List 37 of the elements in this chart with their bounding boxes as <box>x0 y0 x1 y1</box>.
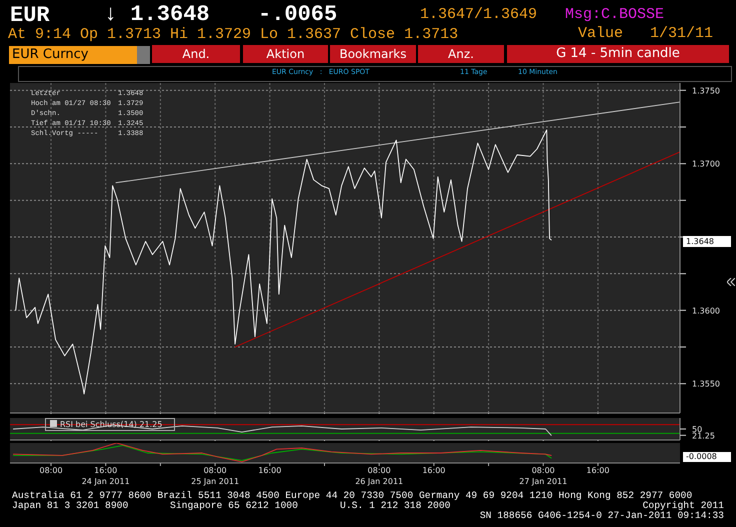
x-tick-label: 16:00 24 Jan 2011 <box>82 466 130 486</box>
y-tick-label: 50 <box>692 425 702 434</box>
y-tick-label: 1.3550 <box>692 380 720 389</box>
y-tick-label: 1.3750 <box>692 86 720 96</box>
text: 1.3648 <box>683 236 731 247</box>
text: Anz. <box>418 45 504 63</box>
line-series <box>15 129 552 394</box>
x-tick-label: 08:00 26 Jan 2011 <box>355 466 404 486</box>
chart-title: EUR <box>10 3 50 28</box>
x-tick-label: 16:00 <box>422 466 446 475</box>
y-tick-label: 21.25 <box>692 431 715 440</box>
text: ↓ 1.3648 <box>104 2 210 27</box>
text: And. <box>152 45 240 63</box>
text: U.S. 1 212 318 2000 <box>340 500 450 512</box>
text: Aktion <box>243 45 328 63</box>
y-tick-label: 1.3600 <box>692 306 720 316</box>
text: Copyright 2011 <box>642 500 724 512</box>
text: Australia 61 2 9777 8600 Brazil 5511 3048 4500 Europe 44 20 7330 7500 Germany 49 69 9204 1210 Hong Kong 852 2977 6000 <box>12 490 692 501</box>
text: Japan 81 3 3201 8900 <box>12 500 128 512</box>
text: 1/31/11 <box>650 25 714 42</box>
x-tick-label: 08:00 27 Jan 2011 <box>519 466 568 486</box>
text: Msg:C.BOSSE <box>565 6 664 24</box>
x-tick-label: 08:00 25 Jan 2011 <box>191 466 240 486</box>
x-tick-label: 16:00 <box>586 466 610 475</box>
text: -.0065 <box>258 2 338 28</box>
text: 1.3647/1.3649 <box>420 6 538 24</box>
text: -0.0008 <box>683 452 731 462</box>
text: Value <box>578 25 624 42</box>
x-tick-label: 08:00 <box>39 466 63 475</box>
y-tick-label: 1.3700 <box>692 160 720 169</box>
x-tick-label: 16:00 <box>258 466 282 475</box>
text: Singapore 65 6212 1000 <box>170 500 298 512</box>
text: G 14 - 5min candle <box>507 45 729 63</box>
text: EUR Curncy <box>9 46 137 64</box>
text: Bookmarks <box>330 45 416 63</box>
chart-subtitle: At 9:14 Op 1.3713 Hi 1.3729 Lo 1.3637 Close 1.3713 <box>8 26 458 43</box>
text: SN 188656 G406-1254-0 27-Jan-2011 09:14:33 <box>478 510 724 522</box>
